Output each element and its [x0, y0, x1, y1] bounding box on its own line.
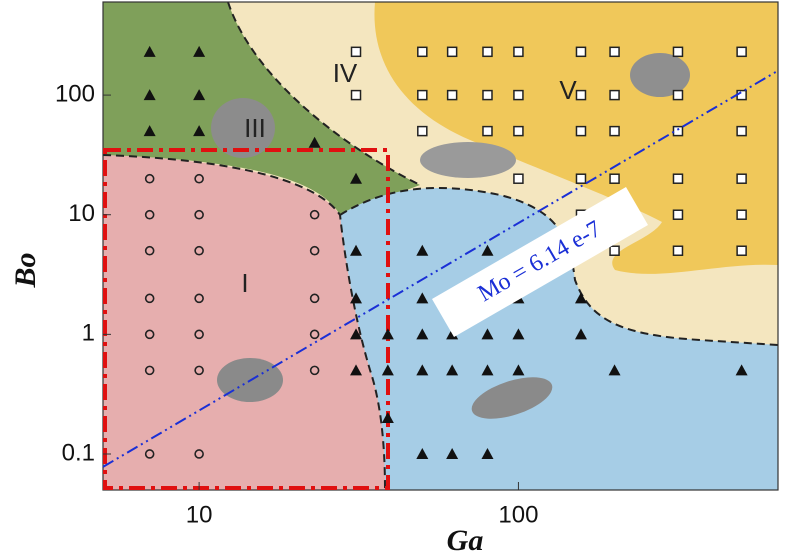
- point: [673, 174, 682, 183]
- y-axis-label: Bo: [9, 252, 42, 288]
- point: [448, 91, 457, 100]
- point: [737, 47, 746, 56]
- point: [610, 47, 619, 56]
- point: [576, 47, 585, 56]
- point: [483, 127, 492, 136]
- region-label: IV: [333, 58, 358, 88]
- point: [576, 127, 585, 136]
- y-tick-label: 0.1: [62, 439, 95, 466]
- point: [576, 91, 585, 100]
- x-tick-label: 100: [498, 501, 538, 528]
- point: [737, 174, 746, 183]
- point: [448, 47, 457, 56]
- point: [514, 47, 523, 56]
- point: [610, 127, 619, 136]
- point: [673, 210, 682, 219]
- point: [610, 174, 619, 183]
- y-tick-label: 1: [82, 320, 95, 347]
- x-tick-label: 10: [186, 501, 213, 528]
- point: [514, 174, 523, 183]
- point: [673, 91, 682, 100]
- point: [418, 91, 427, 100]
- region-label: III: [244, 113, 266, 143]
- point: [352, 91, 361, 100]
- point: [673, 47, 682, 56]
- chart: I III IV V Ga Bo 101000.1110100 Mo = 6.1…: [0, 0, 794, 558]
- point: [610, 246, 619, 255]
- point: [610, 91, 619, 100]
- point: [418, 127, 427, 136]
- point: [483, 47, 492, 56]
- point: [737, 91, 746, 100]
- point: [673, 246, 682, 255]
- point: [673, 127, 682, 136]
- point: [514, 91, 523, 100]
- point: [737, 246, 746, 255]
- y-tick-label: 10: [68, 200, 95, 227]
- bubble-shape: [420, 142, 516, 178]
- region-label: V: [559, 75, 577, 105]
- point: [514, 127, 523, 136]
- point: [737, 127, 746, 136]
- y-tick-label: 100: [55, 80, 95, 107]
- point: [576, 174, 585, 183]
- x-axis-label: Ga: [447, 524, 484, 557]
- point: [483, 91, 492, 100]
- region-label: I: [241, 268, 248, 298]
- point: [418, 47, 427, 56]
- point: [352, 47, 361, 56]
- point: [737, 210, 746, 219]
